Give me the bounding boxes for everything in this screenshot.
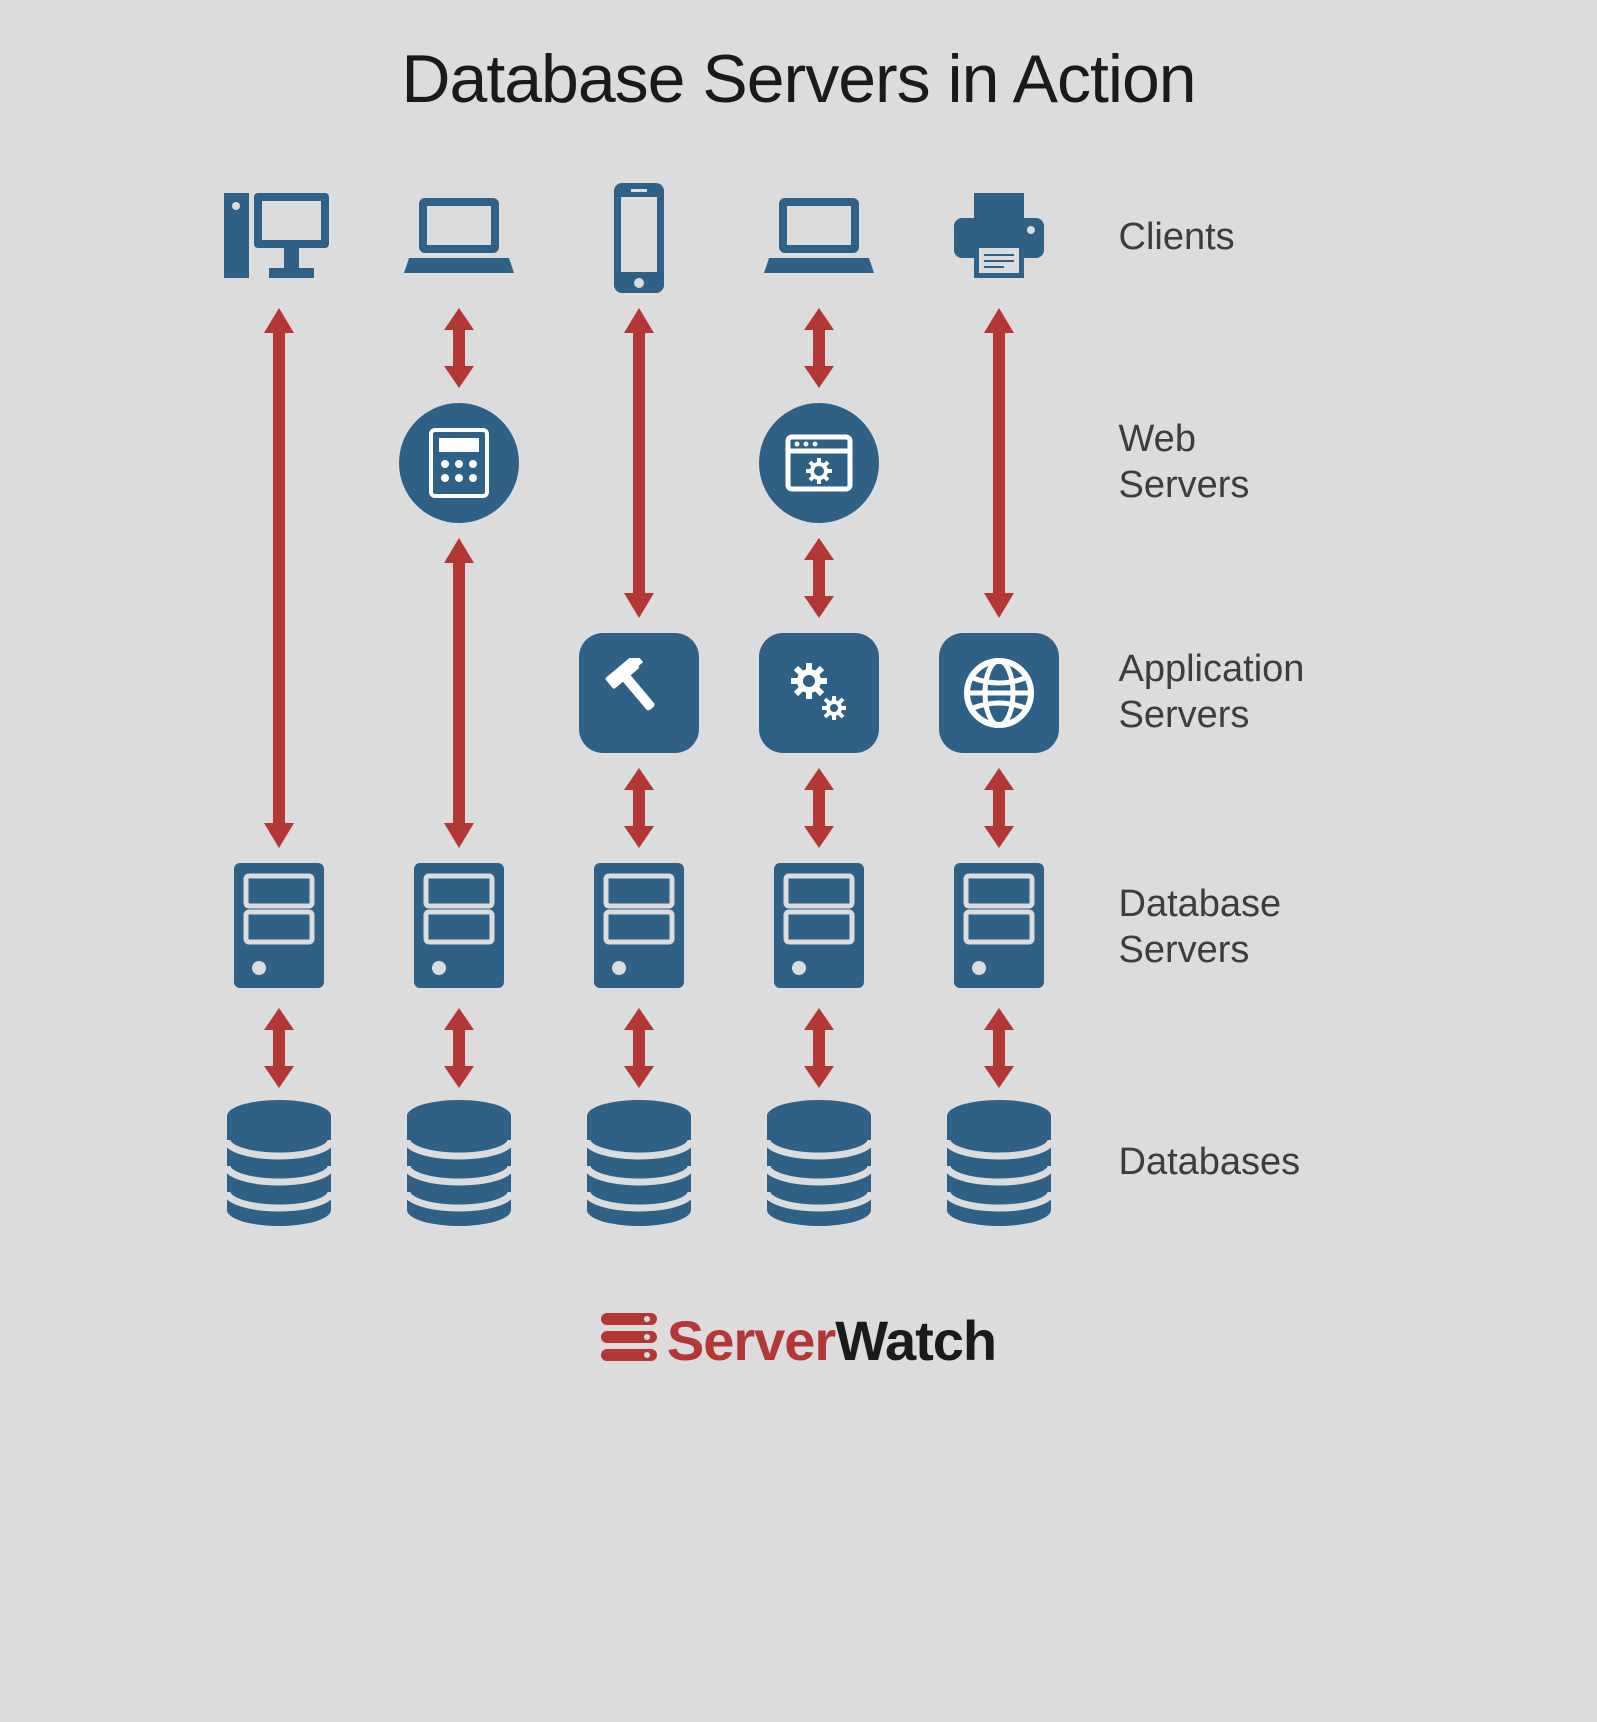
arrow-col4-client-web [729,308,909,388]
arrow-col1-long [189,308,369,848]
web-browser-gear-icon [729,388,909,538]
database-1-icon [189,1088,369,1238]
web-label: Web Servers [1089,417,1409,508]
db-server-3-icon [549,848,729,1008]
arrow-col5-long [909,308,1089,618]
arrow-col3-db-storage [549,1008,729,1088]
diagram-title: Database Servers in Action [20,40,1577,118]
diagram-container: Database Servers in Action [20,40,1577,1378]
clients-label: Clients [1089,215,1409,261]
client-printer-icon [909,168,1089,308]
logo-server-text: Server [667,1309,835,1372]
arrow-col4-app-db [729,768,909,848]
db-server-2-icon [369,848,549,1008]
client-laptop-icon [369,168,549,308]
db-server-4-icon [729,848,909,1008]
client-laptop2-icon [729,168,909,308]
arrow-col2-client-web [369,308,549,388]
arrow-col4-web-app [729,538,909,618]
app-label: Application Servers [1089,647,1409,738]
app-globe-icon [909,618,1089,768]
database-3-icon [549,1088,729,1238]
client-phone-icon [549,168,729,308]
arrow-col1-db-storage [189,1008,369,1088]
arrow-col3-long [549,308,729,618]
db-server-1-icon [189,848,369,1008]
app-gears-icon [729,618,909,768]
arrow-col3-app-db [549,768,729,848]
app-hammer-icon [549,618,729,768]
database-4-icon [729,1088,909,1238]
diagram-grid: Clients [20,168,1577,1238]
arrow-col2-web-db [369,538,549,848]
storage-label: Databases [1089,1140,1409,1186]
db-server-5-icon [909,848,1089,1008]
database-5-icon [909,1088,1089,1238]
db-label: Database Servers [1089,882,1409,973]
web-calculator-icon [369,388,549,538]
database-2-icon [369,1088,549,1238]
client-desktop-icon [189,168,369,308]
arrow-col2-db-storage [369,1008,549,1088]
arrow-col5-db-storage [909,1008,1089,1088]
serverwatch-logo: ServerWatch [20,1308,1577,1378]
arrow-col4-db-storage [729,1008,909,1088]
logo-watch-text: Watch [835,1309,996,1372]
arrow-col5-app-db [909,768,1089,848]
logo-bars-icon [601,1309,657,1374]
